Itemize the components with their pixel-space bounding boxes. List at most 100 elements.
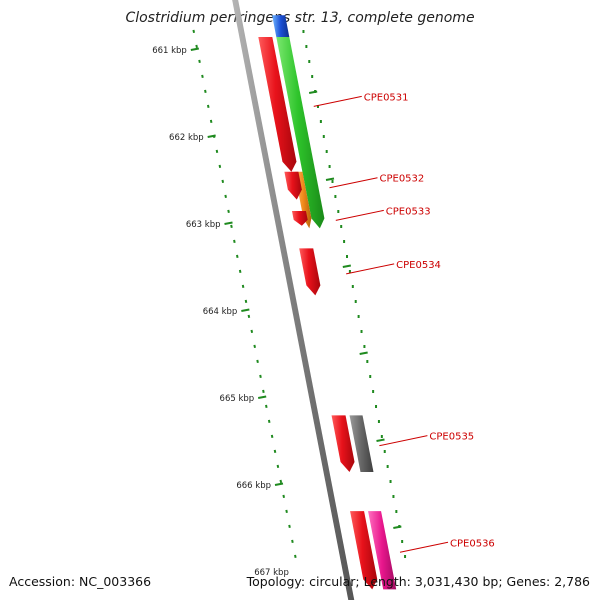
- tick-dot-outer: [328, 165, 331, 168]
- tick-dot-inner: [279, 479, 283, 484]
- tick-mark-outer-major: [342, 264, 352, 268]
- tick-dot-inner: [209, 119, 213, 124]
- tick-dot-inner: [291, 539, 294, 544]
- tick-dot-outer: [354, 300, 357, 303]
- tick-dot-outer: [351, 285, 354, 288]
- tick-dot-outer: [383, 450, 386, 453]
- tick-dot-inner: [262, 389, 265, 394]
- tick-dot-inner: [218, 164, 222, 169]
- gene-label: CPE0533: [386, 206, 431, 217]
- tick-dot-inner: [256, 359, 259, 364]
- tick-dot-outer: [331, 180, 334, 183]
- tick-dot-inner: [206, 104, 210, 109]
- tick-dot-outer: [389, 480, 392, 483]
- tick-dot-outer: [311, 75, 314, 78]
- tick-layer: 661 kbp 662 kbp 663 kbp 664 kbp 665 kbp 666 k…: [152, 29, 407, 578]
- map-title: Clostridium perfringens str. 13, complet…: [125, 10, 475, 26]
- gene-arrow: [284, 171, 302, 200]
- tick-dot-inner: [215, 149, 219, 154]
- tick-dot-outer: [363, 345, 366, 348]
- gene-arrow: [258, 36, 297, 172]
- tick-dot-outer: [392, 495, 395, 498]
- tick-dot-inner: [221, 179, 225, 184]
- tick-mark-outer-major: [359, 351, 368, 355]
- tick-dot-outer: [377, 420, 380, 423]
- gene-leader-line: [329, 177, 378, 189]
- tick-dot-inner: [227, 209, 230, 214]
- tick-label: 666 kbp: [236, 481, 271, 491]
- tick-dot-outer: [366, 360, 369, 363]
- gene-leader-line: [313, 95, 362, 107]
- tick-dot-inner: [201, 74, 204, 79]
- tick-dot-outer: [375, 405, 378, 408]
- tick-mark-major: [274, 482, 284, 486]
- tick-dot-outer: [348, 270, 351, 273]
- feature-green: [276, 36, 325, 229]
- tick-mark-major: [190, 47, 200, 51]
- tick-dot-outer: [308, 60, 311, 63]
- tick-dot-inner: [244, 299, 248, 304]
- tick-dot-inner: [265, 404, 268, 409]
- tick-mark-major: [257, 395, 267, 399]
- tick-dot-outer: [334, 195, 337, 198]
- tick-dot-outer: [357, 315, 360, 318]
- tick-dot-outer: [401, 540, 404, 543]
- tick-mark-major: [224, 221, 233, 225]
- tick-dot-outer: [302, 30, 305, 33]
- topology-text: Topology: circular; Length: 3,031,430 bp…: [246, 574, 590, 589]
- tick-dot-inner: [247, 314, 251, 319]
- tick-label: 663 kbp: [186, 220, 221, 230]
- tick-dot-inner: [195, 44, 198, 49]
- tick-dot-inner: [270, 434, 274, 439]
- tick-dot-inner: [224, 194, 227, 199]
- tick-dot-outer: [372, 390, 375, 393]
- tick-dot-outer: [395, 510, 398, 513]
- tick-dot-outer: [340, 225, 343, 228]
- tick-mark-outer-major: [325, 177, 335, 181]
- tick-dot-inner: [259, 374, 262, 379]
- tick-label: 667 kbp: [254, 568, 289, 578]
- tick-dot-inner: [250, 329, 254, 334]
- tick-dot-outer: [322, 135, 325, 138]
- tick-dot-outer: [319, 120, 322, 123]
- gene-leader-line: [379, 435, 428, 447]
- tick-mark-outer-major: [393, 525, 402, 529]
- tick-mark-major: [207, 134, 216, 138]
- gene-arrow: [350, 511, 378, 590]
- tick-dot-inner: [294, 554, 297, 559]
- gene-layer: CPE0531 CPE0532 CPE0533 CPE0534 CPE0535 CPE05…: [258, 36, 495, 590]
- tick-dot-inner: [241, 284, 245, 289]
- tick-dot-inner: [276, 464, 280, 469]
- feature-grey: [349, 415, 374, 472]
- gene-leader-line: [399, 541, 449, 553]
- gene-label: CPE0536: [450, 538, 495, 549]
- tick-dot-outer: [404, 555, 407, 558]
- tick-mark-major: [241, 308, 250, 312]
- tick-dot-inner: [204, 89, 207, 94]
- tick-dot-inner: [273, 449, 277, 454]
- tick-dot-inner: [198, 59, 201, 64]
- gene-label: CPE0534: [396, 260, 441, 271]
- tick-dot-outer: [380, 435, 383, 438]
- tick-dot-outer: [346, 255, 349, 258]
- tick-dot-outer: [316, 105, 319, 108]
- tick-dot-inner: [230, 224, 233, 229]
- tick-label: 662 kbp: [169, 133, 204, 143]
- backbone-layer: [232, 0, 355, 600]
- tick-mark-outer-major: [376, 438, 385, 442]
- tick-dot-inner: [285, 509, 288, 514]
- tick-dot-outer: [360, 330, 363, 333]
- tick-dot-inner: [236, 254, 239, 259]
- gene-label: CPE0531: [364, 92, 409, 103]
- feature-pink: [368, 511, 397, 590]
- tick-dot-inner: [282, 494, 285, 499]
- gene-arrow: [291, 210, 308, 226]
- tick-mark-outer-major: [308, 90, 318, 94]
- gene-label: CPE0535: [429, 432, 474, 443]
- tick-label: 665 kbp: [220, 394, 255, 404]
- tick-label: 664 kbp: [203, 307, 238, 317]
- accession-text: Accession: NC_003366: [9, 574, 152, 589]
- backbone-line: [232, 0, 355, 600]
- tick-dot-inner: [192, 29, 196, 34]
- gene-label: CPE0532: [379, 174, 424, 185]
